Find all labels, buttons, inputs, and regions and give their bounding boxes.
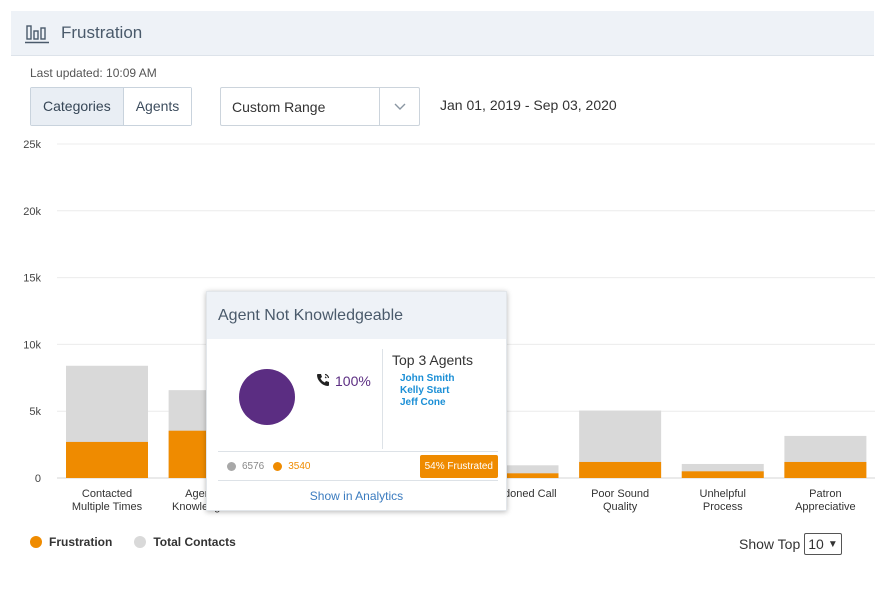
bar-frustration[interactable] bbox=[579, 461, 662, 478]
legend-dot-total bbox=[134, 536, 147, 548]
x-tick-label: Patron bbox=[809, 488, 841, 500]
stat-total-dot bbox=[227, 461, 236, 471]
stat-total-value: 6576 bbox=[242, 460, 265, 472]
view-toggle: Categories Agents bbox=[30, 87, 193, 126]
tooltip-percent: 100% bbox=[335, 373, 371, 389]
top-agents-list: John Smith Kelly Start Jeff Cone bbox=[400, 373, 454, 409]
panel-header: Frustration bbox=[11, 11, 874, 56]
agent-link[interactable]: Kelly Start bbox=[400, 385, 450, 396]
bar-chart-icon bbox=[25, 25, 49, 44]
top-agents-title: Top 3 Agents bbox=[392, 352, 473, 368]
y-tick-label: 20k bbox=[23, 206, 41, 218]
bar-frustration[interactable] bbox=[784, 461, 867, 478]
category-tooltip: Agent Not Knowledgeable 100% Top 3 Agent… bbox=[206, 291, 507, 511]
range-select[interactable]: Custom Range bbox=[220, 87, 420, 126]
show-top-control: Show Top 10 ▼ bbox=[739, 533, 842, 555]
x-tick-label: Contacted bbox=[82, 488, 132, 500]
tooltip-divider bbox=[382, 349, 383, 449]
show-in-analytics-link[interactable]: Show in Analytics bbox=[309, 489, 404, 503]
x-tick-label: Poor Sound bbox=[591, 488, 649, 500]
agents-tab[interactable]: Agents bbox=[123, 88, 192, 125]
x-tick-label: Process bbox=[703, 501, 743, 513]
x-tick-label: Multiple Times bbox=[72, 501, 143, 513]
stat-total: 6576 bbox=[227, 461, 264, 472]
show-top-value: 10 bbox=[808, 536, 824, 552]
y-tick-label: 10k bbox=[23, 339, 41, 351]
y-tick-label: 5k bbox=[29, 406, 41, 418]
panel-title: Frustration bbox=[61, 23, 143, 42]
stat-frustrated: 3540 bbox=[273, 460, 311, 472]
show-top-label: Show Top bbox=[739, 536, 801, 552]
tooltip-title: Agent Not Knowledgeable bbox=[207, 292, 506, 339]
legend-label-total: Total Contacts bbox=[153, 535, 236, 549]
phone-icon bbox=[317, 373, 330, 386]
tooltip-body: 100% Top 3 Agents John Smith Kelly Start… bbox=[207, 339, 506, 451]
legend-label-frustration: Frustration bbox=[49, 535, 113, 549]
tooltip-stats: 6576 3540 54% Frustrated bbox=[218, 451, 498, 481]
bar-frustration[interactable] bbox=[681, 471, 764, 478]
stat-frustrated-dot bbox=[273, 461, 283, 471]
y-tick-label: 0 bbox=[35, 473, 41, 485]
agent-link[interactable]: Jeff Cone bbox=[400, 397, 446, 408]
chevron-down-icon bbox=[394, 103, 405, 110]
legend-item-total[interactable]: Total Contacts bbox=[134, 535, 236, 549]
bar-frustration[interactable] bbox=[476, 473, 559, 478]
frustrated-badge: 54% Frustrated bbox=[419, 455, 498, 478]
x-tick-label: Quality bbox=[603, 501, 638, 513]
range-select-value: Custom Range bbox=[232, 98, 326, 115]
y-tick-label: 15k bbox=[23, 273, 41, 285]
x-tick-label: Appreciative bbox=[795, 501, 856, 513]
agent-link[interactable]: John Smith bbox=[400, 373, 455, 384]
x-tick-label: Unhelpful bbox=[700, 488, 746, 500]
chevron-down-icon: ▼ bbox=[827, 538, 838, 550]
legend-item-frustration[interactable]: Frustration bbox=[30, 535, 112, 549]
chart-legend: Frustration Total Contacts bbox=[30, 535, 258, 549]
show-top-select[interactable]: 10 ▼ bbox=[804, 533, 842, 555]
range-select-caret[interactable] bbox=[379, 88, 419, 125]
bar-frustration[interactable] bbox=[66, 441, 148, 478]
date-range-text: Jan 01, 2019 - Sep 03, 2020 bbox=[440, 97, 617, 113]
legend-dot-frustration bbox=[30, 536, 42, 548]
y-tick-label: 25k bbox=[23, 139, 41, 151]
stat-frustrated-value: 3540 bbox=[288, 460, 311, 472]
categories-tab[interactable]: Categories bbox=[31, 88, 124, 125]
percent-circle bbox=[239, 369, 295, 425]
last-updated-text: Last updated: 10:09 AM bbox=[30, 66, 157, 80]
